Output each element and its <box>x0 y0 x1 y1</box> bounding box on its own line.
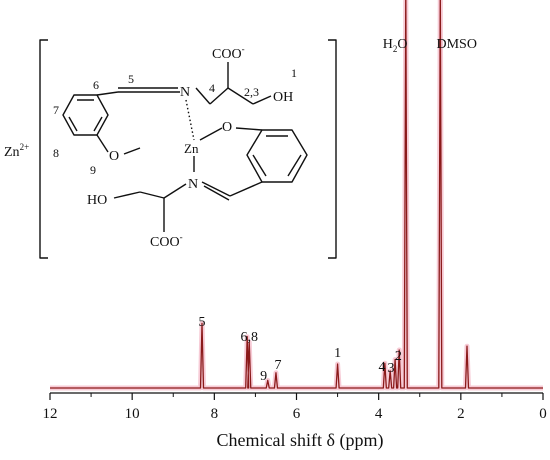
peak-label: 3 <box>387 361 394 376</box>
zn-center-label: Zn <box>184 141 199 156</box>
coo-top-label: COO- <box>212 44 245 62</box>
left-bracket <box>39 39 48 259</box>
o-left-label: O <box>109 149 119 164</box>
x-tick-label: 4 <box>375 406 383 422</box>
atom-number-9: 9 <box>90 163 96 177</box>
right-benzene-ring <box>246 129 308 183</box>
left-benzene-ring <box>62 94 109 136</box>
spectrum-halo <box>50 0 543 391</box>
atom-number-8: 8 <box>53 146 59 160</box>
atom-number-1: 1 <box>291 66 297 80</box>
n-top-label: N <box>180 85 190 100</box>
ho-bottom-label: HO <box>87 193 107 208</box>
coo-bottom-label: COO- <box>150 232 183 250</box>
peak-label: 9 <box>260 369 267 384</box>
peak-label: 4 <box>378 360 385 375</box>
spectrum-line <box>50 0 543 389</box>
zn-ion-label: Zn2+ <box>4 142 29 160</box>
o-right-label: O <box>222 120 232 135</box>
x-tick-label: 2 <box>457 406 465 422</box>
peak-label: 5 <box>199 315 206 330</box>
zinc-complex-structure <box>39 39 337 259</box>
x-axis-label: Chemical shift δ (ppm) <box>217 430 384 451</box>
n-bottom-label: N <box>188 177 198 192</box>
atom-number-5: 5 <box>128 72 134 86</box>
atom-number-6: 6 <box>93 78 99 92</box>
peak-label: 1 <box>334 346 341 361</box>
oh-top-label: OH <box>273 90 293 105</box>
x-tick-label: 12 <box>43 406 58 422</box>
x-tick-label: 6 <box>293 406 301 422</box>
x-tick-label: 8 <box>211 406 219 422</box>
x-tick-label: 0 <box>539 406 547 422</box>
peak-label: DMSO <box>436 37 476 52</box>
right-bracket <box>328 39 337 259</box>
atom-number-7: 7 <box>53 103 59 117</box>
x-tick-label: 10 <box>125 406 140 422</box>
peak-label: 6,8 <box>241 330 259 345</box>
atom-number-4: 4 <box>209 81 215 95</box>
atom-number-2-3: 2,3 <box>244 85 259 99</box>
peak-label: 7 <box>275 358 282 373</box>
peak-label: 2 <box>395 349 402 364</box>
peak-label: H2O <box>383 37 408 54</box>
